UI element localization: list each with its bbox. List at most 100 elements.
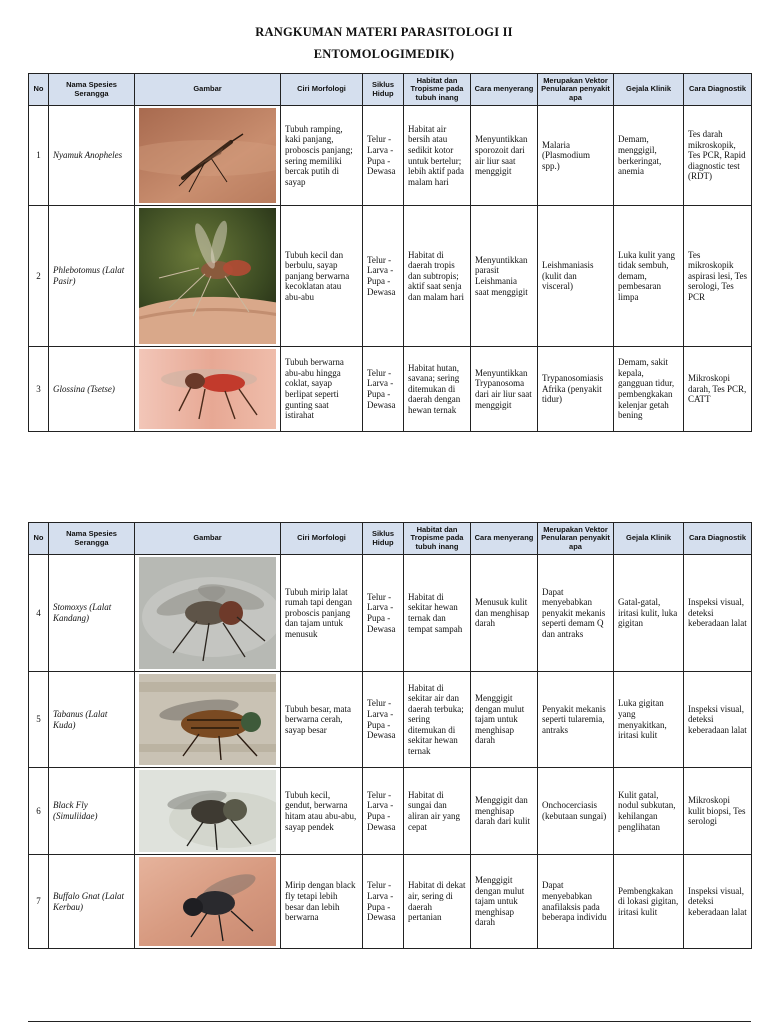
- clinical-symptoms-text: Kulit gatal, nodul subkutan, kehilangan …: [613, 767, 684, 855]
- species-name: Buffalo Gnat (Lalat Kerbau): [48, 854, 135, 949]
- morphology-text: Tubuh kecil, gendut, berwarna hitam atau…: [280, 767, 363, 855]
- species-name: Stomoxys (Lalat Kandang): [48, 554, 135, 672]
- attack-method-text: Menyuntikkan parasit Leishmania saat men…: [470, 205, 538, 347]
- diagnostics-text: Inspeksi visual, deteksi keberadaan lala…: [683, 671, 752, 768]
- disease-vector-text: Malaria (Plasmodium spp.): [537, 105, 614, 206]
- disease-vector-text: Dapat menyebabkan penyakit mekanis seper…: [537, 554, 614, 672]
- diagnostics-text: Inspeksi visual, deteksi keberadaan lala…: [683, 554, 752, 672]
- table-row: 4 Stomoxys (Lalat Kandang): [28, 554, 752, 672]
- row-number: 1: [28, 105, 49, 206]
- species-image-cell: [134, 671, 281, 768]
- habitat-text: Habitat di sungai dan aliran air yang ce…: [403, 767, 471, 855]
- life-cycle-text: Telur - Larva - Pupa - Dewasa: [362, 205, 404, 347]
- species-name: Black Fly (Simuliidae): [48, 767, 135, 855]
- morphology-text: Tubuh mirip lalat rumah tapi dengan prob…: [280, 554, 363, 672]
- header-life-cycle: Siklus Hidup: [362, 73, 404, 106]
- life-cycle-text: Telur - Larva - Pupa - Dewasa: [362, 854, 404, 949]
- species-name: Tabanus (Lalat Kuda): [48, 671, 135, 768]
- row-number: 7: [28, 854, 49, 949]
- disease-vector-text: Dapat menyebabkan anafilaksis pada beber…: [537, 854, 614, 949]
- morphology-text: Tubuh berwarna abu-abu hingga coklat, sa…: [280, 346, 363, 432]
- table-row: 3 Glossina (Tsetse): [28, 346, 752, 432]
- header-species-name: Nama Spesies Serangga: [48, 73, 135, 106]
- document-title: RANGKUMAN MATERI PARASITOLOGI II: [255, 25, 513, 39]
- habitat-text: Habitat di dekat air, sering di daerah p…: [403, 854, 471, 949]
- habitat-text: Habitat air bersih atau sedikit kotor un…: [403, 105, 471, 206]
- clinical-symptoms-text: Gatal-gatal, iritasi kulit, luka gigitan: [613, 554, 684, 672]
- habitat-text: Habitat hutan, savana; sering ditemukan …: [403, 346, 471, 432]
- life-cycle-text: Telur - Larva - Pupa - Dewasa: [362, 767, 404, 855]
- header-habitat: Habitat dan Tropisme pada tubuh inang: [403, 73, 471, 106]
- diagnostics-text: Mikroskopi kulit biopsi, Tes serologi: [683, 767, 752, 855]
- header-disease-vector: Merupakan Vektor Penularan penyakit apa: [537, 73, 614, 106]
- header-clinical-symptoms: Gejala Klinik: [613, 73, 684, 106]
- life-cycle-text: Telur - Larva - Pupa - Dewasa: [362, 105, 404, 206]
- table-row: 5 Tabanus (Lalat Kuda): [28, 671, 752, 768]
- diagnostics-text: Tes mikroskopik aspirasi lesi, Tes serol…: [683, 205, 752, 347]
- habitat-text: Habitat di sekitar air dan daerah terbuk…: [403, 671, 471, 768]
- species-image-cell: [134, 767, 281, 855]
- anopheles-mosquito-photo: [139, 108, 276, 203]
- header-habitat: Habitat dan Tropisme pada tubuh inang: [403, 522, 471, 555]
- table-row: 6 Black Fly (Simuliidae) Tubuh: [28, 767, 752, 855]
- species-image-cell: [134, 554, 281, 672]
- row-number: 5: [28, 671, 49, 768]
- morphology-text: Tubuh besar, mata berwarna cerah, sayap …: [280, 671, 363, 768]
- stable-fly-photo: [139, 557, 276, 669]
- diagnostics-text: Inspeksi visual, deteksi keberadaan lala…: [683, 854, 752, 949]
- row-number: 2: [28, 205, 49, 347]
- row-number: 3: [28, 346, 49, 432]
- table-row: 7 Buffalo Gnat (Lalat Kerbau): [28, 854, 752, 949]
- clinical-symptoms-text: Demam, sakit kepala, gangguan tidur, pem…: [613, 346, 684, 432]
- clinical-symptoms-text: Pembengkakan di lokasi gigitan, iritasi …: [613, 854, 684, 949]
- sandfly-photo: [139, 208, 276, 344]
- attack-method-text: Menyuntikkan Trypanosoma dari air liur s…: [470, 346, 538, 432]
- morphology-text: Mirip dengan black fly tetapi lebih besa…: [280, 854, 363, 949]
- document-subtitle: ENTOMOLOGIMEDIK): [313, 47, 455, 61]
- header-no: No: [28, 522, 49, 555]
- horse-fly-photo: [139, 674, 276, 765]
- diagnostics-text: Tes darah mikroskopik, Tes PCR, Rapid di…: [683, 105, 752, 206]
- header-diagnostics: Cara Diagnostik: [683, 522, 752, 555]
- header-disease-vector: Merupakan Vektor Penularan penyakit apa: [537, 522, 614, 555]
- life-cycle-text: Telur - Larva - Pupa - Dewasa: [362, 554, 404, 672]
- header-image: Gambar: [134, 522, 281, 555]
- header-image: Gambar: [134, 73, 281, 106]
- diagnostics-text: Mikroskopi darah, Tes PCR, CATT: [683, 346, 752, 432]
- species-name: Glossina (Tsetse): [48, 346, 135, 432]
- species-name: Phlebotomus (Lalat Pasir): [48, 205, 135, 347]
- header-attack-method: Cara menyerang: [470, 522, 538, 555]
- disease-vector-text: Penyakit mekanis seperti tularemia, antr…: [537, 671, 614, 768]
- header-species-name: Nama Spesies Serangga: [48, 522, 135, 555]
- habitat-text: Habitat di daerah tropis dan subtropis; …: [403, 205, 471, 347]
- table-header-row: No Nama Spesies Serangga Gambar Ciri Mor…: [28, 522, 752, 555]
- table-row: 1 Nyamuk Anopheles: [28, 105, 752, 206]
- life-cycle-text: Telur - Larva - Pupa - Dewasa: [362, 346, 404, 432]
- black-fly-photo: [139, 770, 276, 852]
- entomology-table-2: No Nama Spesies Serangga Gambar Ciri Mor…: [28, 522, 752, 949]
- table-header-row: No Nama Spesies Serangga Gambar Ciri Mor…: [28, 73, 752, 106]
- morphology-text: Tubuh ramping, kaki panjang, proboscis p…: [280, 105, 363, 206]
- buffalo-gnat-photo: [139, 857, 276, 946]
- tsetse-fly-photo: [139, 349, 276, 429]
- clinical-symptoms-text: Demam, menggigil, berkeringat, anemia: [613, 105, 684, 206]
- attack-method-text: Menggigit dengan mulut tajam untuk mengh…: [470, 854, 538, 949]
- attack-method-text: Menusuk kulit dan menghisap darah: [470, 554, 538, 672]
- species-image-cell: [134, 105, 281, 206]
- page-bottom-rule: [28, 1021, 751, 1022]
- attack-method-text: Menyuntikkan sporozoit dari air liur saa…: [470, 105, 538, 206]
- table-row: 2 Phlebotomus (Lalat Pasir): [28, 205, 752, 347]
- header-no: No: [28, 73, 49, 106]
- row-number: 6: [28, 767, 49, 855]
- species-name: Nyamuk Anopheles: [48, 105, 135, 206]
- attack-method-text: Menggigit dan menghisap darah dari kulit: [470, 767, 538, 855]
- morphology-text: Tubuh kecil dan berbulu, sayap panjang b…: [280, 205, 363, 347]
- disease-vector-text: Trypanosomiasis Afrika (penyakit tidur): [537, 346, 614, 432]
- life-cycle-text: Telur - Larva - Pupa - Dewasa: [362, 671, 404, 768]
- species-image-cell: [134, 854, 281, 949]
- species-image-cell: [134, 346, 281, 432]
- species-image-cell: [134, 205, 281, 347]
- row-number: 4: [28, 554, 49, 672]
- header-morphology: Ciri Morfologi: [280, 73, 363, 106]
- header-attack-method: Cara menyerang: [470, 73, 538, 106]
